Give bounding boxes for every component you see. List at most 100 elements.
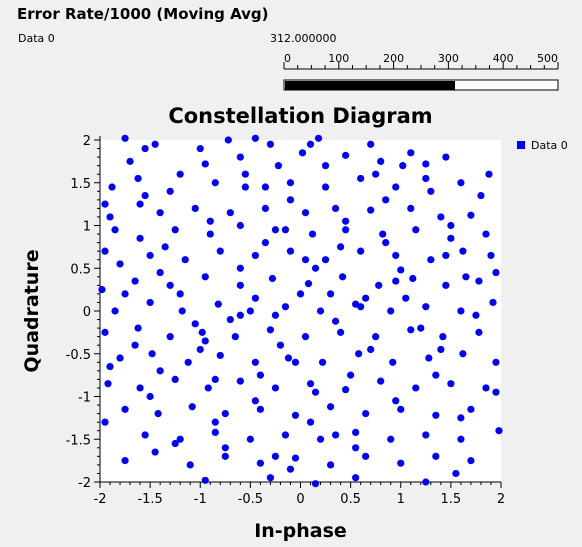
legend-marker (517, 141, 525, 149)
data-point (422, 431, 429, 438)
data-point (237, 265, 244, 272)
data-point (172, 440, 179, 447)
data-point (379, 230, 386, 237)
data-point (332, 205, 339, 212)
data-point (392, 277, 399, 284)
data-point (459, 350, 466, 357)
data-point (422, 303, 429, 310)
data-point (437, 346, 444, 353)
data-point (106, 213, 113, 220)
data-point (399, 162, 406, 169)
data-point (101, 419, 108, 426)
x-tick-label: 0 (296, 492, 304, 507)
data-point (447, 235, 454, 242)
data-point (267, 474, 274, 481)
data-point (111, 307, 118, 314)
data-point (212, 179, 219, 186)
data-point (422, 478, 429, 485)
data-point (292, 454, 299, 461)
data-point (121, 457, 128, 464)
data-point (202, 337, 209, 344)
data-point (111, 226, 118, 233)
data-point (459, 248, 466, 255)
data-point (142, 145, 149, 152)
data-point (362, 295, 369, 302)
data-point (309, 230, 316, 237)
data-point (355, 350, 362, 357)
data-point (417, 325, 424, 332)
data-point (212, 376, 219, 383)
data-point (257, 406, 264, 413)
data-point (342, 386, 349, 393)
data-point (457, 179, 464, 186)
data-point (467, 406, 474, 413)
data-point (425, 354, 432, 361)
y-tick-label: 0 (83, 305, 91, 320)
data-point (252, 397, 259, 404)
data-point (272, 453, 279, 460)
data-point (287, 248, 294, 255)
data-point (267, 141, 274, 148)
y-tick-label: -1 (78, 391, 91, 406)
data-point (185, 359, 192, 366)
data-point (392, 252, 399, 259)
data-point (397, 460, 404, 467)
data-point (412, 384, 419, 391)
data-point (232, 333, 239, 340)
data-point (392, 397, 399, 404)
data-point (482, 384, 489, 391)
data-point (489, 299, 496, 306)
data-point (237, 312, 244, 319)
data-point (147, 299, 154, 306)
data-point (475, 277, 482, 284)
data-point (347, 372, 354, 379)
data-point (192, 205, 199, 212)
data-point (402, 295, 409, 302)
data-point (467, 212, 474, 219)
data-point (375, 282, 382, 289)
data-point (432, 372, 439, 379)
data-point (157, 209, 164, 216)
data-point (131, 277, 138, 284)
data-point (332, 318, 339, 325)
data-point (307, 380, 314, 387)
data-point (447, 380, 454, 387)
data-point (262, 239, 269, 246)
data-point (282, 226, 289, 233)
data-point (277, 342, 284, 349)
data-point (222, 410, 229, 417)
data-point (382, 239, 389, 246)
y-tick-label: -2 (78, 476, 91, 491)
data-point (197, 346, 204, 353)
data-point (98, 286, 105, 293)
data-point (202, 477, 209, 484)
data-point (305, 280, 312, 287)
data-point (121, 406, 128, 413)
data-point (442, 252, 449, 259)
data-point (287, 196, 294, 203)
data-point (472, 312, 479, 319)
data-point (252, 252, 259, 259)
data-point (205, 384, 212, 391)
data-point (442, 282, 449, 289)
data-point (382, 196, 389, 203)
data-point (367, 346, 374, 353)
data-point (282, 303, 289, 310)
data-point (137, 201, 144, 208)
data-point (202, 273, 209, 280)
data-point (492, 359, 499, 366)
legend-label: Data 0 (531, 139, 568, 152)
data-point (317, 307, 324, 314)
y-tick-label: 0.5 (70, 262, 91, 277)
data-point (327, 461, 334, 468)
data-point (217, 248, 224, 255)
data-point (252, 359, 259, 366)
data-point (387, 436, 394, 443)
data-point (121, 290, 128, 297)
data-point (152, 448, 159, 455)
data-point (227, 209, 234, 216)
data-point (392, 183, 399, 190)
chart-title: Constellation Diagram (168, 104, 432, 128)
data-point (377, 158, 384, 165)
